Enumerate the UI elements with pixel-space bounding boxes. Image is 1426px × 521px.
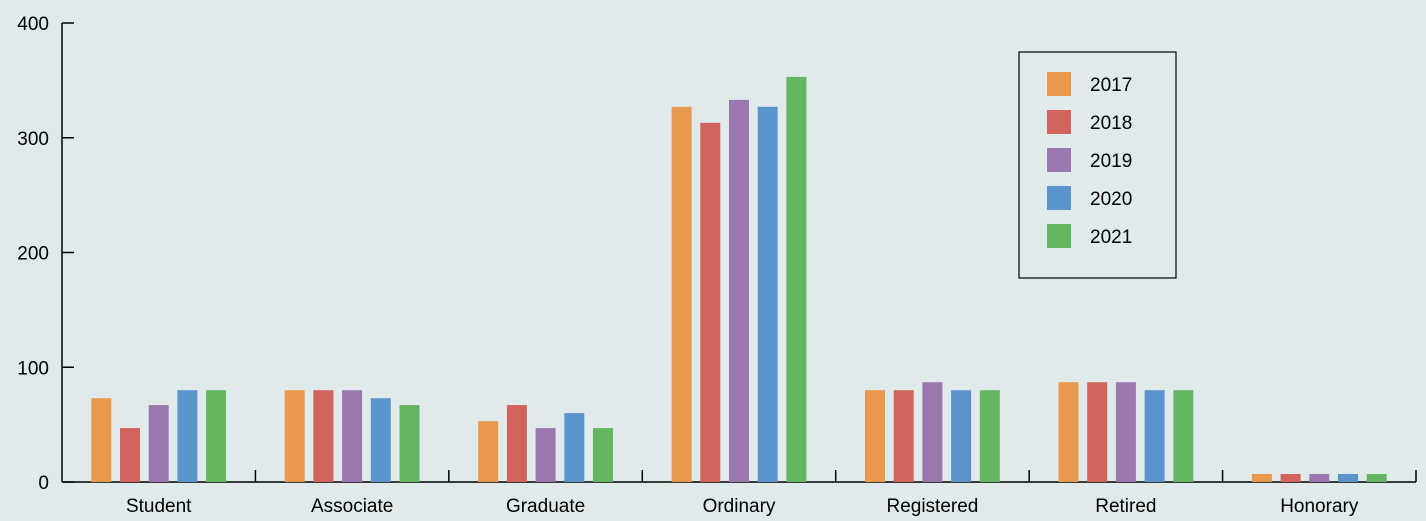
- bar-graduate-2017: [478, 421, 499, 482]
- legend-box: [1018, 51, 1177, 279]
- bar-honorary-2021: [1366, 474, 1387, 482]
- legend-label-2020: 2020: [1090, 189, 1132, 210]
- bar-student-2018: [120, 428, 140, 482]
- legend: 2017 2018 2019 2020 2021: [1018, 51, 1177, 279]
- bar-student-2020: [177, 390, 198, 482]
- bar-registered-2021: [979, 390, 1000, 482]
- bar-ordinary-2020: [757, 106, 778, 483]
- x-tick-label: Honorary: [1280, 496, 1359, 517]
- bar-student-2017: [91, 398, 112, 482]
- y-tick-label: 200: [17, 244, 49, 265]
- bar-retired-2017: [1058, 382, 1079, 482]
- bar-graduate-2019: [535, 428, 556, 482]
- legend-swatch-2018: [1047, 110, 1071, 134]
- x-tick-label: Graduate: [506, 496, 585, 517]
- bar-retired-2019: [1115, 382, 1136, 482]
- bar-graduate-2021: [593, 428, 613, 482]
- bar-student-2019: [148, 405, 169, 482]
- bar-retired-2018: [1087, 382, 1108, 482]
- x-tick-label: Retired: [1095, 496, 1156, 517]
- bar-honorary-2019: [1309, 474, 1330, 482]
- bar-registered-2019: [922, 382, 943, 482]
- bar-associate-2020: [370, 398, 391, 482]
- x-tick-label: Registered: [886, 496, 978, 517]
- legend-label-2018: 2018: [1090, 113, 1132, 134]
- bar-registered-2020: [951, 390, 972, 482]
- bar-retired-2021: [1173, 390, 1194, 482]
- bar-student-2021: [206, 390, 227, 482]
- x-tick-label: Associate: [311, 496, 393, 517]
- bar-registered-2018: [893, 390, 914, 482]
- bar-associate-2021: [399, 405, 420, 482]
- legend-swatch-2021: [1047, 224, 1071, 248]
- legend-label-2019: 2019: [1090, 151, 1132, 172]
- bar-ordinary-2018: [700, 122, 721, 483]
- legend-label-2021: 2021: [1090, 227, 1132, 248]
- bar-honorary-2017: [1251, 474, 1272, 482]
- bar-graduate-2020: [564, 413, 585, 482]
- bar-associate-2017: [284, 390, 305, 482]
- y-tick-label: 400: [17, 14, 49, 35]
- bar-honorary-2018: [1280, 474, 1301, 482]
- bar-registered-2017: [865, 390, 885, 482]
- y-tick-label: 0: [38, 473, 49, 494]
- bar-honorary-2020: [1338, 474, 1358, 482]
- x-tick-label: Student: [126, 496, 192, 517]
- bar-associate-2019: [342, 390, 363, 482]
- x-tick-label: Ordinary: [703, 496, 776, 517]
- legend-label-2017: 2017: [1090, 75, 1132, 96]
- bar-associate-2018: [313, 390, 334, 482]
- bar-ordinary-2019: [729, 99, 749, 483]
- legend-swatch-2020: [1047, 186, 1071, 210]
- tick-labels: 0 100 200 300 400 Student Associate Graduate Ord…: [17, 14, 1359, 517]
- legend-swatch-2019: [1047, 148, 1071, 172]
- legend-swatch-2017: [1047, 72, 1071, 96]
- y-tick-label: 100: [17, 358, 49, 379]
- bar-graduate-2018: [506, 405, 527, 482]
- bar-retired-2020: [1144, 390, 1165, 482]
- bars: [91, 76, 1387, 483]
- y-tick-label: 300: [17, 129, 49, 150]
- bar-ordinary-2021: [786, 76, 807, 483]
- bar-ordinary-2017: [671, 106, 692, 483]
